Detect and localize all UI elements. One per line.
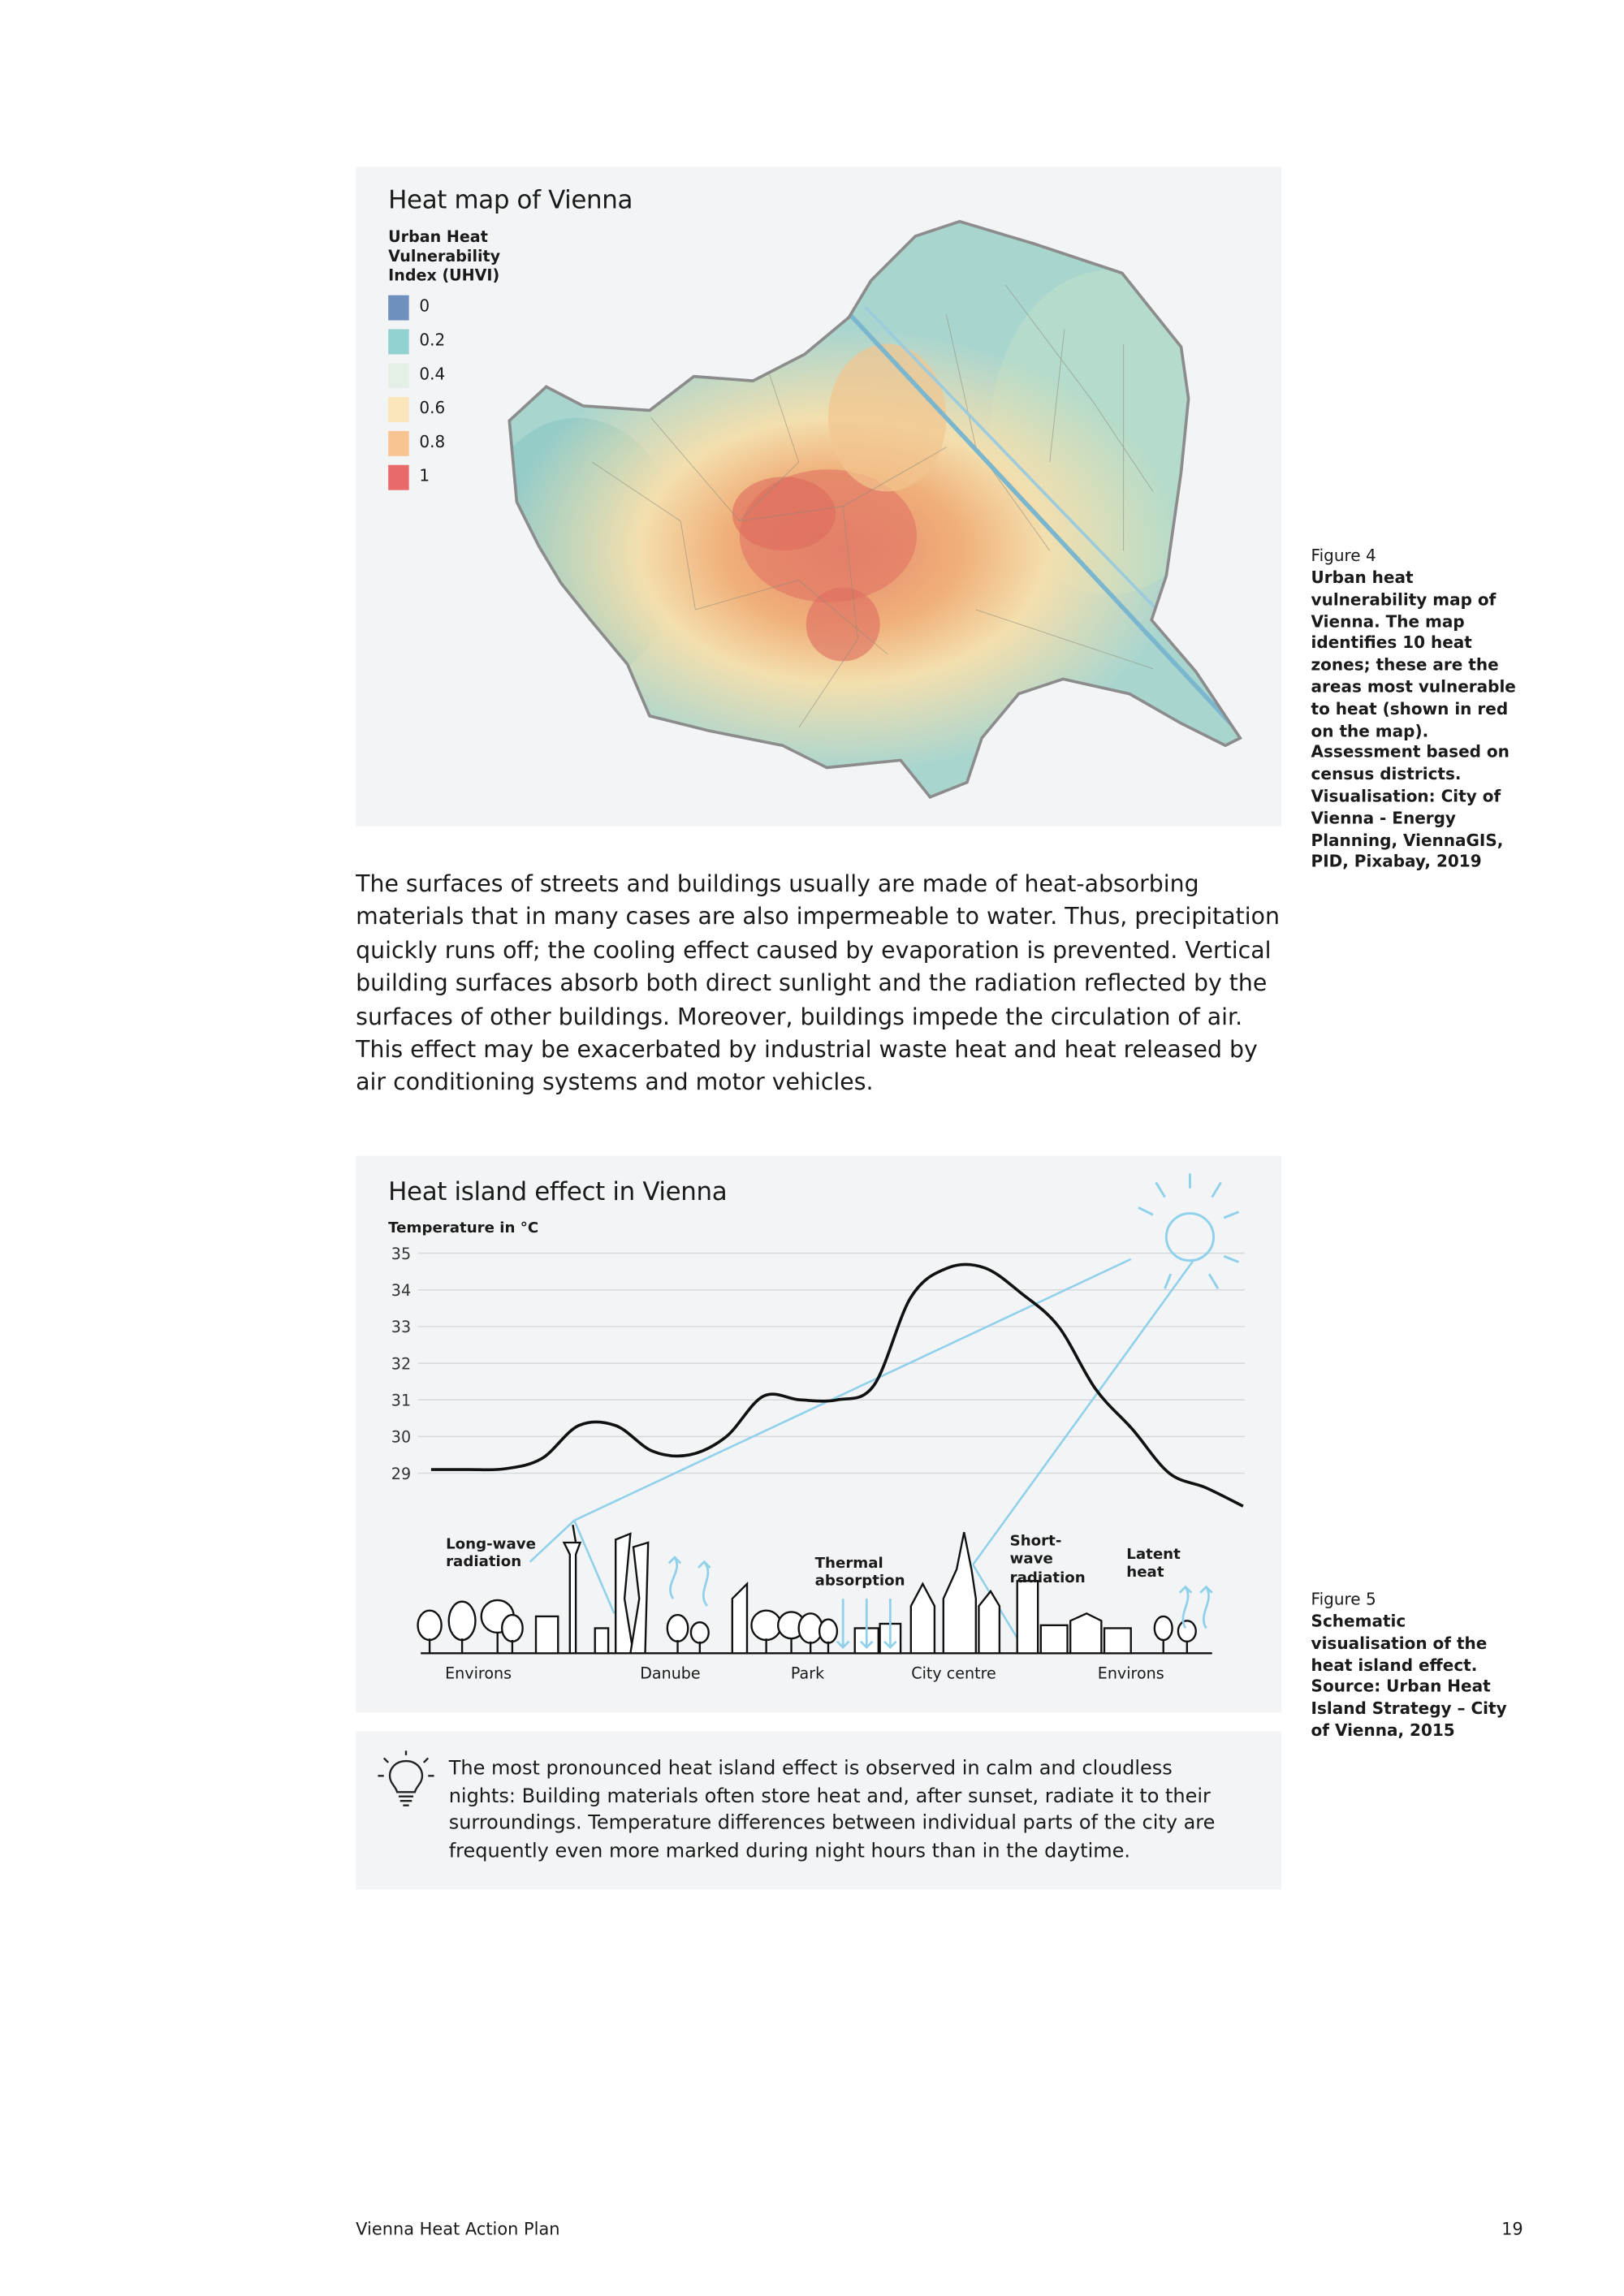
ray (573, 1258, 1132, 1521)
legend-label: 0.2 (419, 330, 446, 350)
legend-item: 0 (388, 295, 506, 322)
radiation-lines (529, 1258, 1195, 1644)
y-tick-label: 32 (391, 1354, 411, 1373)
heat-island-chart: 35 34 33 32 31 30 29 (391, 1173, 1245, 1655)
legend-swatch (388, 430, 409, 456)
legend-label: 0 (419, 296, 430, 317)
ray (529, 1519, 615, 1614)
legend-label: 0.4 (419, 365, 446, 384)
annotation: Long-wave radiation (446, 1536, 536, 1572)
lightbulb-icon (378, 1750, 434, 1806)
map-zone (827, 343, 947, 492)
y-tick-label: 33 (391, 1318, 411, 1336)
axis-label: Temperature in °C (388, 1220, 539, 1237)
location-label: Park (790, 1664, 825, 1683)
sun (1138, 1173, 1239, 1290)
trees-right (1153, 1615, 1197, 1654)
trees-park (750, 1609, 839, 1654)
danube (841, 305, 1241, 737)
annotation: Short-wave radiation (1009, 1534, 1086, 1587)
legend-item: 0.6 (388, 397, 506, 424)
figure-caption: Urban heat vulnerability map of Vienna. … (1311, 568, 1516, 872)
legend-swatch (388, 363, 409, 389)
legend-title: Urban Heat Vulnerability Index (UHVI) (388, 228, 501, 285)
grid: 35 34 33 32 31 30 29 (391, 1245, 1245, 1483)
y-tick-label: 29 (391, 1465, 411, 1483)
figure-caption: Schematic visualisation of the heat isla… (1311, 1612, 1507, 1741)
location-label: City centre (911, 1664, 996, 1683)
trees-danube (666, 1613, 710, 1654)
legend-item: 0.2 (388, 329, 506, 356)
figure-4-panel: Heat map of Vienna Urban Heat Vulnerabil… (356, 166, 1282, 827)
legend-swatch (388, 397, 409, 422)
legend-swatch (388, 329, 409, 355)
tip-box: The most pronounced heat island effect i… (356, 1731, 1282, 1890)
location-label: Danube (640, 1664, 701, 1683)
y-tick-label: 34 (391, 1281, 411, 1300)
map-area (509, 221, 1241, 797)
body-text: The surfaces of streets and buildings us… (356, 870, 1280, 1096)
page-number: 19 (1501, 2218, 1523, 2240)
y-tick-label: 31 (391, 1392, 411, 1410)
location-label: Environs (445, 1664, 512, 1683)
map-zone (806, 587, 880, 662)
figure-label: Figure 5 (1311, 1590, 1376, 1609)
trees-left (417, 1599, 524, 1654)
ray (972, 1258, 1195, 1566)
location-label: Environs (1097, 1664, 1164, 1683)
heat-arrows (667, 1556, 1213, 1650)
heat-map (508, 219, 1242, 799)
legend-item: 1 (388, 464, 506, 492)
annotation: Latent heat (1126, 1547, 1181, 1582)
temperature-curve (430, 1262, 1244, 1508)
legend-item: 0.4 (388, 363, 506, 390)
legend-label: 0.8 (419, 432, 446, 452)
y-tick-label: 30 (391, 1428, 411, 1447)
legend-swatch (388, 464, 409, 490)
map-zone (732, 477, 836, 551)
figure-5-panel: 35 34 33 32 31 30 29 (356, 1155, 1282, 1713)
legend-item: 0.8 (388, 430, 506, 458)
legend-label: 1 (419, 466, 430, 486)
figure-label: Figure 4 (1311, 546, 1376, 566)
y-tick-label: 35 (391, 1245, 411, 1263)
figure-title: Heat island effect in Vienna (388, 1177, 728, 1208)
legend-swatch (388, 295, 409, 321)
annotation: Thermal absorption (814, 1556, 905, 1590)
footer-title: Vienna Heat Action Plan (356, 2218, 560, 2240)
tip-text: The most pronounced heat island effect i… (448, 1758, 1216, 1863)
legend-label: 0.6 (419, 398, 446, 418)
figure-title: Heat map of Vienna (388, 186, 633, 216)
